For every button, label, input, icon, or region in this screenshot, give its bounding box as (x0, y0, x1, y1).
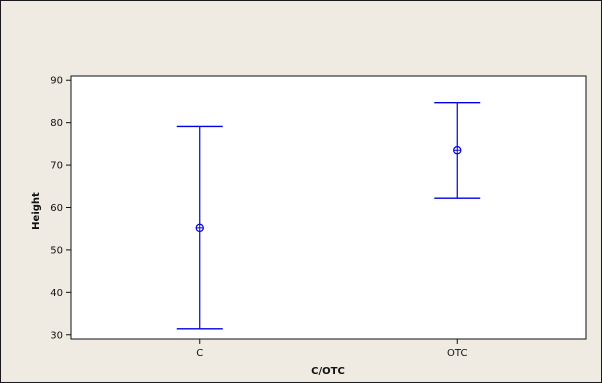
y-tick-label: 60 (50, 203, 63, 214)
interval-c (176, 125, 223, 330)
interval-otc (434, 102, 481, 199)
x-axis-title: C/OTC (311, 366, 345, 377)
y-tick-label: 70 (50, 161, 63, 172)
x-tick-label: OTC (447, 348, 467, 359)
y-axis: 30 40 50 60 70 80 90 (50, 76, 71, 341)
y-tick-label: 50 (50, 245, 63, 256)
y-axis-title: Height (31, 192, 42, 230)
y-tick-label: 90 (50, 76, 63, 87)
plot-area (70, 75, 587, 340)
y-tick-label: 40 (50, 288, 63, 299)
x-tick-label: C (196, 348, 203, 359)
y-tick-label: 80 (50, 118, 63, 129)
x-axis: C OTC (196, 339, 467, 359)
y-tick-label: 30 (50, 330, 63, 341)
interval-series (176, 102, 481, 330)
